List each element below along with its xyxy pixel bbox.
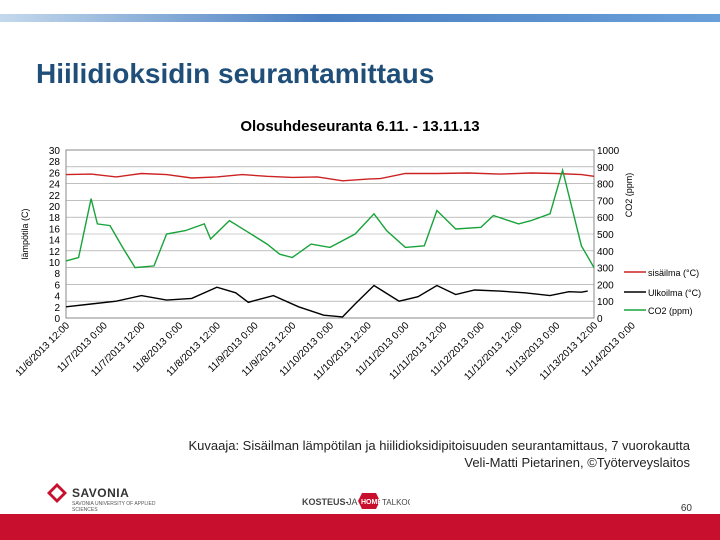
- y-tick-label-left: 20: [49, 202, 61, 213]
- y-tick-label-right: 1000: [597, 146, 620, 157]
- y-tick-label-left: 16: [49, 224, 61, 235]
- y-tick-label-left: 22: [49, 191, 61, 202]
- y-tick-label-left: 24: [49, 180, 61, 191]
- y-tick-label-right: 100: [597, 297, 614, 308]
- savonia-logo-name: SAVONIA: [72, 486, 130, 500]
- y-tick-label-left: 10: [49, 258, 61, 269]
- svg-text:HOME: HOME: [361, 499, 382, 506]
- slide-title: Hiilidioksidin seurantamittaus: [36, 58, 435, 89]
- savonia-logo-subtext: SAVONIA UNIVERSITY OF APPLIED SCIENCES: [72, 501, 156, 513]
- y-tick-label-left: 4: [54, 292, 60, 303]
- chart-title: Olosuhdeseuranta 6.11. - 13.11.13: [240, 118, 480, 135]
- series-line-1: [65, 284, 588, 318]
- y-tick-label-left: 8: [54, 269, 60, 280]
- y-tick-label-right: 0: [597, 314, 603, 325]
- y-axis-label-left: lämpötila (C): [20, 208, 30, 259]
- y-axis-label-right: CO2 (ppm): [624, 173, 634, 218]
- page-number: 60: [680, 503, 692, 514]
- figure-caption: Kuvaaja: Sisäilman lämpötilan ja hiilidi…: [130, 437, 690, 471]
- svg-text:TALKOOT: TALKOOT: [382, 498, 410, 507]
- y-tick-label-right: 700: [597, 196, 614, 207]
- y-tick-label-left: 2: [54, 303, 60, 314]
- y-tick-label-left: 28: [49, 157, 61, 168]
- y-tick-label-right: 200: [597, 280, 614, 291]
- bottom-bar: [0, 514, 720, 540]
- y-tick-label-left: 6: [54, 280, 60, 291]
- line-chart: 3028262422201816141210864201000900800700…: [14, 146, 701, 383]
- kosteus-home-talkoot-logo: KOSTEUS- JA HOME TALKOOT: [302, 487, 419, 515]
- caption-line-1: Kuvaaja: Sisäilman lämpötilan ja hiilidi…: [188, 438, 690, 453]
- top-accent-bar: [0, 14, 720, 22]
- top-white-band: [0, 0, 720, 16]
- svg-text:JA: JA: [347, 497, 358, 507]
- savonia-logo-icon: [47, 483, 67, 503]
- legend-label: CO2 (ppm): [648, 306, 693, 316]
- y-tick-label-left: 30: [49, 146, 61, 157]
- y-tick-label-right: 600: [597, 213, 614, 224]
- y-tick-label-left: 14: [49, 236, 61, 247]
- y-tick-label-right: 400: [597, 247, 614, 258]
- svg-text:KOSTEUS-: KOSTEUS-: [302, 497, 349, 507]
- series-line-0: [65, 172, 595, 182]
- savonia-logo: SAVONIA SAVONIA UNIVERSITY OF APPLIED SC…: [46, 480, 166, 514]
- y-tick-label-right: 500: [597, 230, 614, 241]
- series-line-2: [65, 167, 595, 269]
- y-tick-label-left: 0: [54, 314, 60, 325]
- y-tick-label-right: 300: [597, 264, 614, 275]
- legend-label: Ulkoilma (°C): [648, 288, 701, 298]
- y-tick-label-left: 26: [49, 168, 61, 179]
- y-tick-label-right: 900: [597, 163, 614, 174]
- y-tick-label-left: 12: [49, 247, 61, 258]
- caption-line-2: Veli-Matti Pietarinen, ©Työterveyslaitos: [464, 455, 690, 470]
- legend-label: sisäilma (°C): [648, 268, 699, 278]
- y-tick-label-left: 18: [49, 213, 61, 224]
- y-tick-label-right: 800: [597, 180, 614, 191]
